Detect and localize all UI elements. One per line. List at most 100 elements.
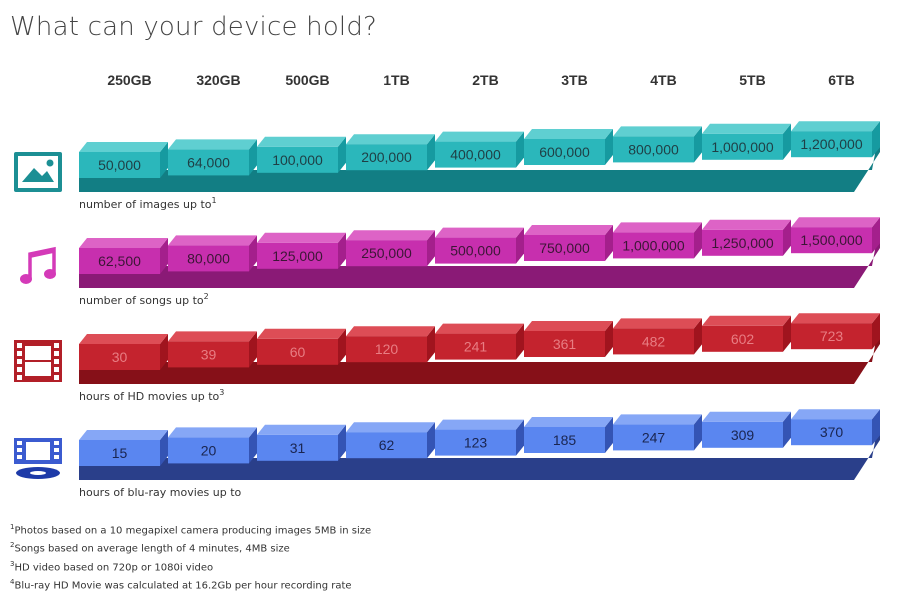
bar-images-6TB: [791, 131, 872, 158]
bar-side: [605, 417, 613, 453]
music-note-icon: [20, 246, 56, 284]
footnote-marker: 1: [10, 523, 15, 531]
bar-top: [435, 419, 524, 430]
series-label: number of images up to1: [79, 196, 217, 211]
capacity-header: 320GB: [196, 72, 240, 88]
bar-top: [613, 126, 702, 137]
series-images: 50,000 64,000 100,000 200,000 400,000 600,000…: [14, 121, 880, 211]
bar-side: [427, 134, 435, 171]
data-label: 500,000: [450, 243, 501, 259]
bar-hd_movies-1TB: [346, 336, 427, 363]
series-songs: 62,500 80,000 125,000 250,000 500,000 750,000…: [20, 217, 880, 307]
bluray-icon: [14, 438, 62, 479]
bar-hd_movies-6TB: [791, 323, 872, 350]
bar-songs-4TB: [613, 232, 694, 259]
bar-top: [79, 238, 168, 248]
bar-top: [702, 123, 791, 134]
series-hd_movies: 30 39 60 120 241 361 482 602 723 hours of HD movi…: [14, 313, 880, 403]
footnotes: 1Photos based on a 10 megapixel camera p…: [10, 520, 371, 593]
bar-hd_movies-4TB: [613, 328, 694, 355]
data-label: 20: [201, 442, 217, 458]
bar-top: [168, 235, 257, 246]
bar-side: [694, 126, 702, 163]
bar-side: [694, 222, 702, 259]
bar-images-320GB: [168, 149, 249, 176]
bar-songs-6TB: [791, 227, 872, 254]
footnote-marker: 2: [10, 541, 15, 550]
bar-side: [338, 232, 346, 269]
bar-top: [524, 417, 613, 427]
bar-side: [872, 121, 880, 158]
data-label: 123: [464, 435, 488, 451]
data-label: 1,000,000: [711, 139, 773, 155]
series-base: [79, 222, 880, 288]
film-strip-icon: [14, 340, 62, 382]
bar-side: [516, 419, 524, 456]
bar-hd_movies-320GB: [168, 341, 249, 368]
capacity-header: 5TB: [739, 72, 765, 88]
bar-side: [160, 334, 168, 370]
data-label: 15: [112, 445, 128, 461]
bar-top: [79, 142, 168, 152]
bar-top: [257, 328, 346, 339]
data-label: 200,000: [361, 149, 412, 165]
data-label: 185: [553, 432, 577, 448]
series-label: hours of HD movies up to3: [79, 388, 224, 403]
data-label: 60: [290, 344, 306, 360]
bar-top: [791, 121, 880, 132]
bar-top: [257, 136, 346, 147]
bar-songs-3TB: [524, 235, 605, 261]
data-label: 309: [731, 427, 755, 443]
bar-side: [694, 318, 702, 355]
bar-songs-250GB: [79, 248, 160, 274]
footnote-marker: 4: [10, 577, 15, 586]
bar-side: [783, 315, 791, 352]
data-label: 723: [820, 328, 844, 344]
bar-bluray-5TB: [702, 421, 783, 448]
bar-top: [613, 222, 702, 233]
bar-top: [702, 411, 791, 422]
data-label: 602: [731, 331, 755, 347]
bar-top: [524, 321, 613, 331]
bar-hd_movies-500GB: [257, 338, 338, 365]
bar-images-250GB: [79, 152, 160, 178]
bar-bluray-500GB: [257, 434, 338, 461]
series-base: [79, 126, 880, 192]
bar-side: [694, 414, 702, 451]
footnote-text: HD video based on 720p or 1080i video: [14, 561, 214, 573]
bar-songs-1TB: [346, 240, 427, 267]
bar-songs-5TB: [702, 229, 783, 256]
data-label: 62: [379, 437, 395, 453]
bar-hd_movies-3TB: [524, 331, 605, 357]
capacity-header: 4TB: [650, 72, 676, 88]
bar-side: [160, 238, 168, 274]
bar-top: [346, 134, 435, 145]
data-label: 30: [112, 349, 128, 365]
bar-hd_movies-2TB: [435, 333, 516, 360]
data-label: 482: [642, 333, 666, 349]
bar-images-1TB: [346, 144, 427, 171]
bar-images-5TB: [702, 133, 783, 160]
bar-side: [338, 328, 346, 365]
picture-icon: [14, 152, 62, 192]
bar-images-2TB: [435, 141, 516, 168]
bar-bluray-250GB: [79, 440, 160, 466]
series-label: number of songs up to2: [79, 292, 209, 307]
data-label: 31: [290, 440, 306, 456]
bar-top: [168, 427, 257, 438]
bar-side: [872, 217, 880, 254]
bar-bluray-6TB: [791, 419, 872, 446]
data-label: 361: [553, 336, 577, 352]
series-base: [79, 414, 880, 480]
capacity-header: 3TB: [561, 72, 587, 88]
footnote-3: 3HD video based on 720p or 1080i video: [10, 557, 371, 575]
capacity-header: 250GB: [107, 72, 151, 88]
bar-top: [168, 331, 257, 342]
footnote-1: 1Photos based on a 10 megapixel camera p…: [10, 520, 371, 538]
capacity-header: 6TB: [828, 72, 854, 88]
bar-side: [605, 321, 613, 357]
data-label: 62,500: [98, 253, 141, 269]
bar-images-3TB: [524, 139, 605, 165]
data-label: 370: [820, 424, 844, 440]
